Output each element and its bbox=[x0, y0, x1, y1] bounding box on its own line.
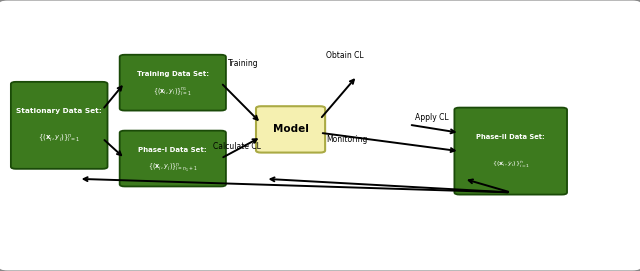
Text: Phase-II Data Set:: Phase-II Data Set: bbox=[476, 134, 545, 140]
Text: Training: Training bbox=[228, 59, 259, 68]
FancyBboxPatch shape bbox=[454, 108, 567, 195]
Text: Obtain CL: Obtain CL bbox=[326, 51, 364, 60]
Text: $\{(\mathbf{x}_i, y_i)\}_{i=1}^{n}$: $\{(\mathbf{x}_i, y_i)\}_{i=1}^{n}$ bbox=[38, 133, 80, 145]
Text: $\{(\mathbf{x}_i, y_i)\}_{i=n_1+1}^{n}$: $\{(\mathbf{x}_i, y_i)\}_{i=n_1+1}^{n}$ bbox=[148, 161, 198, 174]
Text: Training Data Set:: Training Data Set: bbox=[137, 71, 209, 77]
FancyBboxPatch shape bbox=[120, 55, 226, 111]
Text: Apply CL: Apply CL bbox=[415, 113, 449, 122]
Text: Monitoring: Monitoring bbox=[326, 135, 368, 144]
FancyBboxPatch shape bbox=[11, 82, 108, 169]
Text: $\{(\tilde{\mathbf{x}}_i, \tilde{y}_i)\}_{i=1}^{\tilde{n}}$: $\{(\tilde{\mathbf{x}}_i, \tilde{y}_i)\}… bbox=[492, 160, 530, 170]
Text: Stationary Data Set:: Stationary Data Set: bbox=[17, 108, 102, 114]
Text: Abrupt: Abrupt bbox=[250, 256, 281, 265]
Text: $\{(\mathbf{x}_i, y_i)\}_{i=1}^{n_1}$: $\{(\mathbf{x}_i, y_i)\}_{i=1}^{n_1}$ bbox=[154, 85, 192, 98]
Text: Calculate CL: Calculate CL bbox=[213, 142, 260, 151]
FancyBboxPatch shape bbox=[120, 131, 226, 186]
FancyBboxPatch shape bbox=[256, 106, 325, 153]
Text: Phase-I Data Set:: Phase-I Data Set: bbox=[138, 147, 207, 153]
Text: In-Control: In-Control bbox=[442, 256, 486, 265]
Text: Model: Model bbox=[273, 124, 308, 134]
Text: Gradual: Gradual bbox=[61, 256, 97, 265]
